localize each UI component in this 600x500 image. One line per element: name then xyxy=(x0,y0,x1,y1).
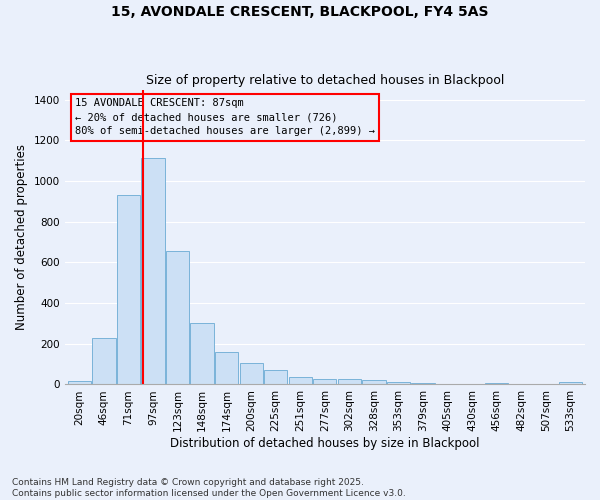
Bar xyxy=(215,352,238,384)
Bar xyxy=(264,370,287,384)
Bar xyxy=(142,158,164,384)
Bar xyxy=(190,324,214,384)
Bar xyxy=(362,380,386,384)
Text: 15, AVONDALE CRESCENT, BLACKPOOL, FY4 5AS: 15, AVONDALE CRESCENT, BLACKPOOL, FY4 5A… xyxy=(111,5,489,19)
Bar xyxy=(387,382,410,384)
Text: Contains HM Land Registry data © Crown copyright and database right 2025.
Contai: Contains HM Land Registry data © Crown c… xyxy=(12,478,406,498)
Bar xyxy=(239,363,263,384)
Bar xyxy=(559,382,582,384)
Bar xyxy=(117,196,140,384)
Bar xyxy=(68,382,91,384)
Bar xyxy=(313,380,337,384)
X-axis label: Distribution of detached houses by size in Blackpool: Distribution of detached houses by size … xyxy=(170,437,479,450)
Bar xyxy=(289,376,312,384)
Bar xyxy=(166,251,189,384)
Bar xyxy=(338,380,361,384)
Title: Size of property relative to detached houses in Blackpool: Size of property relative to detached ho… xyxy=(146,74,504,87)
Bar xyxy=(92,338,116,384)
Text: 15 AVONDALE CRESCENT: 87sqm
← 20% of detached houses are smaller (726)
80% of se: 15 AVONDALE CRESCENT: 87sqm ← 20% of det… xyxy=(75,98,375,136)
Y-axis label: Number of detached properties: Number of detached properties xyxy=(15,144,28,330)
